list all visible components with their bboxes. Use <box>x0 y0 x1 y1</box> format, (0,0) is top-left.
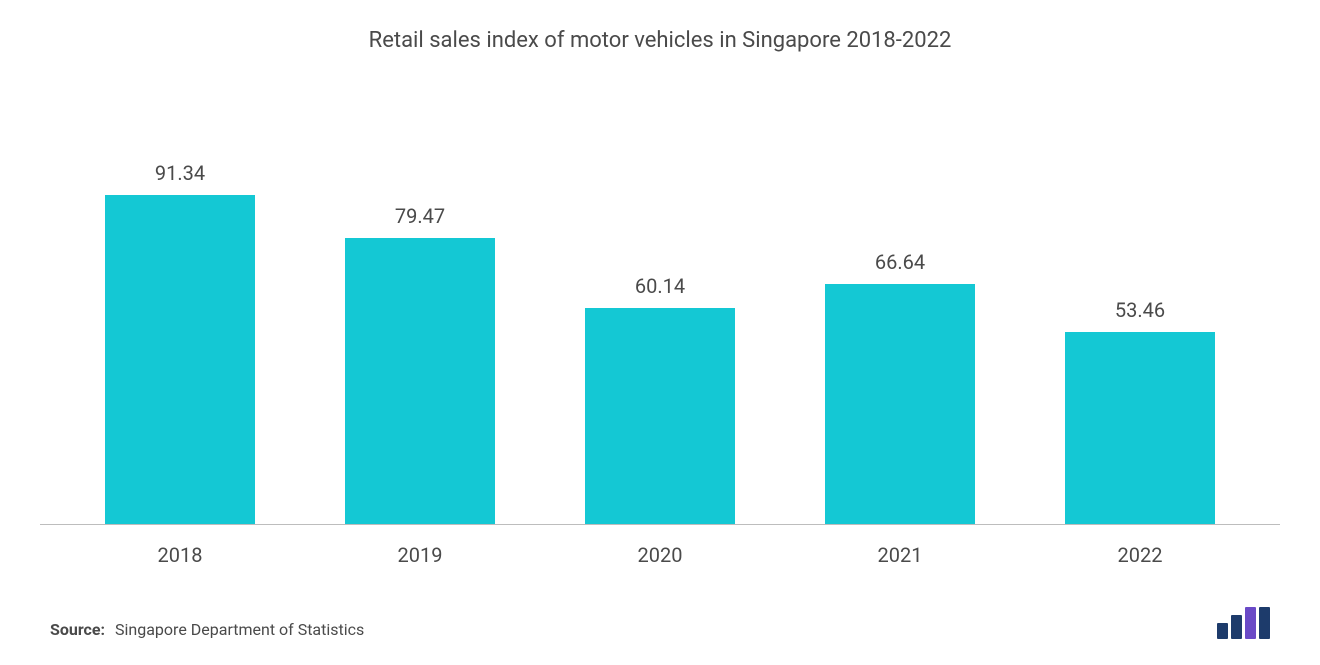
bar-group: 66.64 <box>820 250 980 524</box>
bar <box>105 195 255 524</box>
bar-group: 60.14 <box>580 274 740 525</box>
logo-bar <box>1217 623 1228 639</box>
chart-title: Retail sales index of motor vehicles in … <box>40 28 1280 53</box>
chart-container: Retail sales index of motor vehicles in … <box>0 0 1320 665</box>
logo-bar <box>1231 615 1242 639</box>
source-text: Singapore Department of Statistics <box>115 620 364 639</box>
bar <box>345 238 495 524</box>
bar-value-label: 53.46 <box>1115 298 1165 322</box>
x-axis-labels: 2018 2019 2020 2021 2022 <box>40 533 1280 567</box>
bar-group: 53.46 <box>1060 298 1220 524</box>
chart-footer: Source: Singapore Department of Statisti… <box>40 607 1280 645</box>
bar-value-label: 66.64 <box>875 250 925 274</box>
x-axis-label: 2021 <box>820 543 980 567</box>
logo-bar <box>1245 607 1256 639</box>
bar <box>1065 332 1215 524</box>
brand-logo <box>1217 607 1270 639</box>
bar-value-label: 79.47 <box>395 204 445 228</box>
source-label: Source: <box>50 620 105 639</box>
bar-value-label: 91.34 <box>155 161 205 185</box>
x-axis-label: 2020 <box>580 543 740 567</box>
x-axis-label: 2022 <box>1060 543 1220 567</box>
bar-group: 91.34 <box>100 161 260 524</box>
bar <box>585 308 735 525</box>
bar <box>825 284 975 524</box>
x-axis-label: 2019 <box>340 543 500 567</box>
bar-group: 79.47 <box>340 204 500 524</box>
x-axis-label: 2018 <box>100 543 260 567</box>
bar-value-label: 60.14 <box>635 274 685 298</box>
source-citation: Source: Singapore Department of Statisti… <box>50 620 364 639</box>
logo-bar <box>1259 607 1270 639</box>
plot-area: 91.34 79.47 60.14 66.64 53.46 <box>40 63 1280 525</box>
